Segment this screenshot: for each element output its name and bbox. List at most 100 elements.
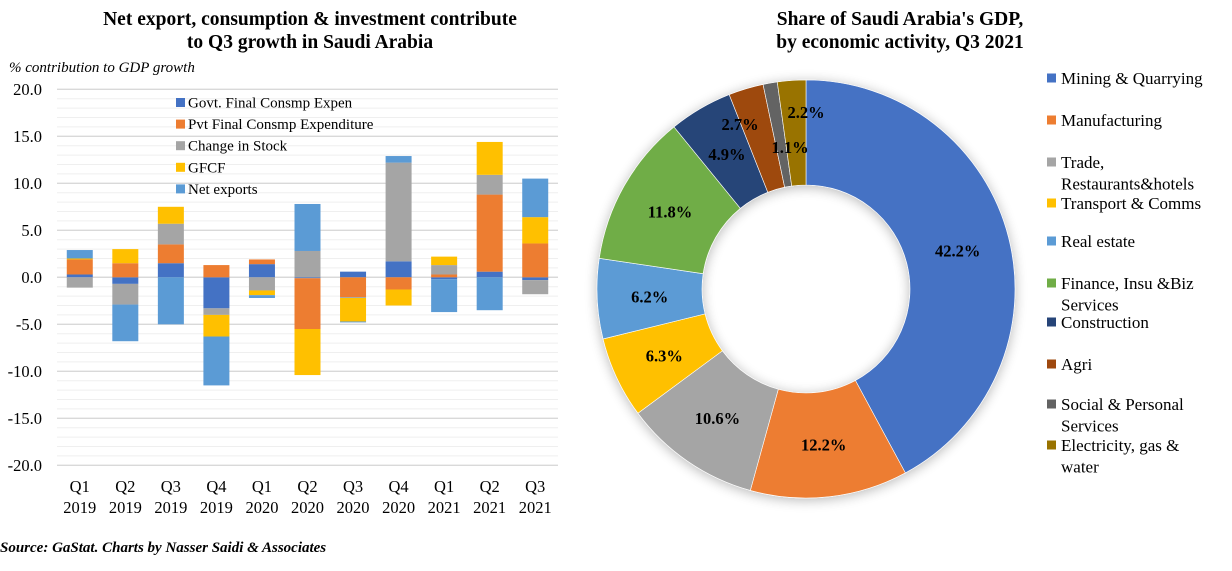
legend-label: Pvt Final Consmp Expenditure: [188, 117, 374, 133]
donut-legend-item: Social & Personal Services: [1047, 395, 1184, 436]
donut-legend-item: Trade, Restaurants&hotels: [1047, 153, 1194, 194]
donut-slice: [598, 126, 741, 275]
y-tick-label: -10.0: [8, 362, 42, 381]
bar-segment: [431, 279, 458, 313]
bar-segment: [112, 283, 139, 305]
bar-segment: [294, 278, 321, 329]
x-tick-label-year: 2021: [473, 498, 506, 517]
bar-segment: [340, 297, 367, 322]
bar-segment: [294, 329, 321, 376]
bar-chart-title-line2: to Q3 growth in Saudi Arabia: [186, 32, 434, 53]
legend-label: Govt. Final Consmp Expen: [188, 96, 353, 112]
x-axis-ticks: Q1 2019 Q2 2019 Q3 2019 Q4 2019 Q1 2020 Q2 2020 Q3 20…: [63, 477, 551, 517]
donut-legend-item: Finance, Insu &Biz Services: [1047, 274, 1194, 315]
bar-chart-title-line1: Net export, consumption & investment con…: [103, 9, 517, 30]
legend-item: Change in Stock: [176, 139, 288, 155]
bar-segment: [157, 263, 184, 278]
bar-segment: [431, 274, 458, 278]
bar-segment: [385, 277, 412, 290]
donut-legend: Mining & Quarrying Manufacturing Trade, Res…: [1047, 69, 1203, 477]
x-tick-label-year: 2021: [519, 498, 552, 517]
bar-segment: [522, 217, 549, 244]
bar-segment: [385, 289, 412, 306]
donut-data-label: 6.2%: [631, 287, 668, 306]
donut-slice: [602, 313, 723, 414]
bar-segment: [248, 295, 275, 298]
x-tick-label-quarter: Q2: [480, 477, 500, 496]
donut-data-label: 12.2%: [801, 436, 846, 455]
y-tick-label: 15.0: [13, 127, 42, 146]
bar-segment: [112, 277, 139, 284]
donut-legend-label: Restaurants&hotels: [1061, 175, 1194, 194]
bar-segment: [66, 259, 93, 275]
bar-segment: [203, 336, 230, 386]
donut-chart-title: Share of Saudi Arabia's GDP, by economic…: [720, 8, 1080, 54]
bar-segment: [385, 162, 412, 262]
donut-chart-title-line2: by economic activity, Q3 2021: [776, 32, 1024, 53]
legend-swatch-icon: [1047, 198, 1056, 208]
legend-label: Net exports: [188, 182, 258, 198]
y-tick-label: -20.0: [8, 456, 42, 475]
donut-legend-label: Agri: [1061, 355, 1092, 374]
donut-legend-label: Construction: [1061, 313, 1149, 332]
bar-segments: [66, 141, 549, 386]
bar-segment: [476, 194, 503, 272]
x-tick-label-quarter: Q1: [434, 477, 454, 496]
x-tick-label-quarter: Q1: [252, 477, 272, 496]
donut-slice: [805, 79, 1016, 474]
legend-swatch-icon: [176, 98, 185, 107]
y-tick-label: 0.0: [21, 268, 42, 287]
donut-legend-label: Electricity, gas &: [1061, 436, 1179, 455]
x-tick-label-year: 2020: [382, 498, 415, 517]
donut-legend-item: Manufacturing: [1047, 111, 1163, 130]
donut-chart-title-line1: Share of Saudi Arabia's GDP,: [776, 9, 1024, 30]
donut-slice: [673, 94, 769, 209]
bar-segment: [112, 304, 139, 342]
donut-legend-label: Transport & Comms: [1061, 194, 1201, 213]
bar-segment: [157, 223, 184, 245]
donut-legend-item: Agri: [1047, 355, 1092, 374]
x-tick-label-quarter: Q2: [115, 477, 135, 496]
legend-swatch-icon: [1047, 278, 1056, 288]
donut-data-label: 2.2%: [787, 103, 824, 122]
bar-segment: [476, 141, 503, 175]
bar-segment: [66, 258, 93, 260]
bar-segment: [294, 203, 321, 251]
x-tick-label-year: 2019: [154, 498, 187, 517]
legend-swatch-icon: [1047, 359, 1056, 369]
x-tick-label-year: 2021: [428, 498, 461, 517]
x-tick-label-year: 2019: [200, 498, 233, 517]
bar-segment: [66, 277, 93, 288]
x-tick-label-year: 2019: [109, 498, 142, 517]
bar-segment: [248, 264, 275, 278]
legend-swatch-icon: [1047, 115, 1056, 125]
bar-segment: [476, 277, 503, 311]
donut-slice: [776, 79, 807, 187]
bar-segment: [66, 274, 93, 278]
donut-legend-label: Manufacturing: [1061, 111, 1163, 130]
x-tick-label-quarter: Q3: [525, 477, 545, 496]
bar-segment: [522, 178, 549, 218]
bar-segment: [340, 297, 367, 298]
bar-segment: [294, 277, 321, 279]
donut-data-label: 11.8%: [648, 203, 692, 222]
bar-segment: [476, 174, 503, 195]
donut-data-label: 42.2%: [935, 242, 980, 261]
donut-legend-label: Services: [1061, 417, 1119, 436]
legend-item: Pvt Final Consmp Expenditure: [176, 117, 374, 133]
bar-segment: [476, 271, 503, 278]
legend-label: Change in Stock: [188, 139, 288, 155]
legend-swatch-icon: [1047, 317, 1056, 327]
x-tick-label-year: 2020: [337, 498, 370, 517]
legend-swatch-icon: [176, 184, 185, 194]
bar-segment: [340, 271, 367, 278]
source-note: Source: GaStat. Charts by Nasser Saidi &…: [0, 540, 327, 556]
legend-swatch-icon: [176, 162, 185, 172]
bar-segment: [385, 156, 412, 163]
bar-segment: [112, 249, 139, 264]
donut-legend-label: Social & Personal: [1061, 395, 1184, 414]
donut-data-labels: 42.2% 12.2% 10.6% 6.3% 6.2% 11.8% 4.9% 2.7% 1.1%…: [631, 103, 980, 455]
legend-swatch-icon: [1047, 73, 1056, 83]
y-tick-label: 20.0: [13, 80, 42, 99]
bar-segment: [248, 277, 275, 291]
